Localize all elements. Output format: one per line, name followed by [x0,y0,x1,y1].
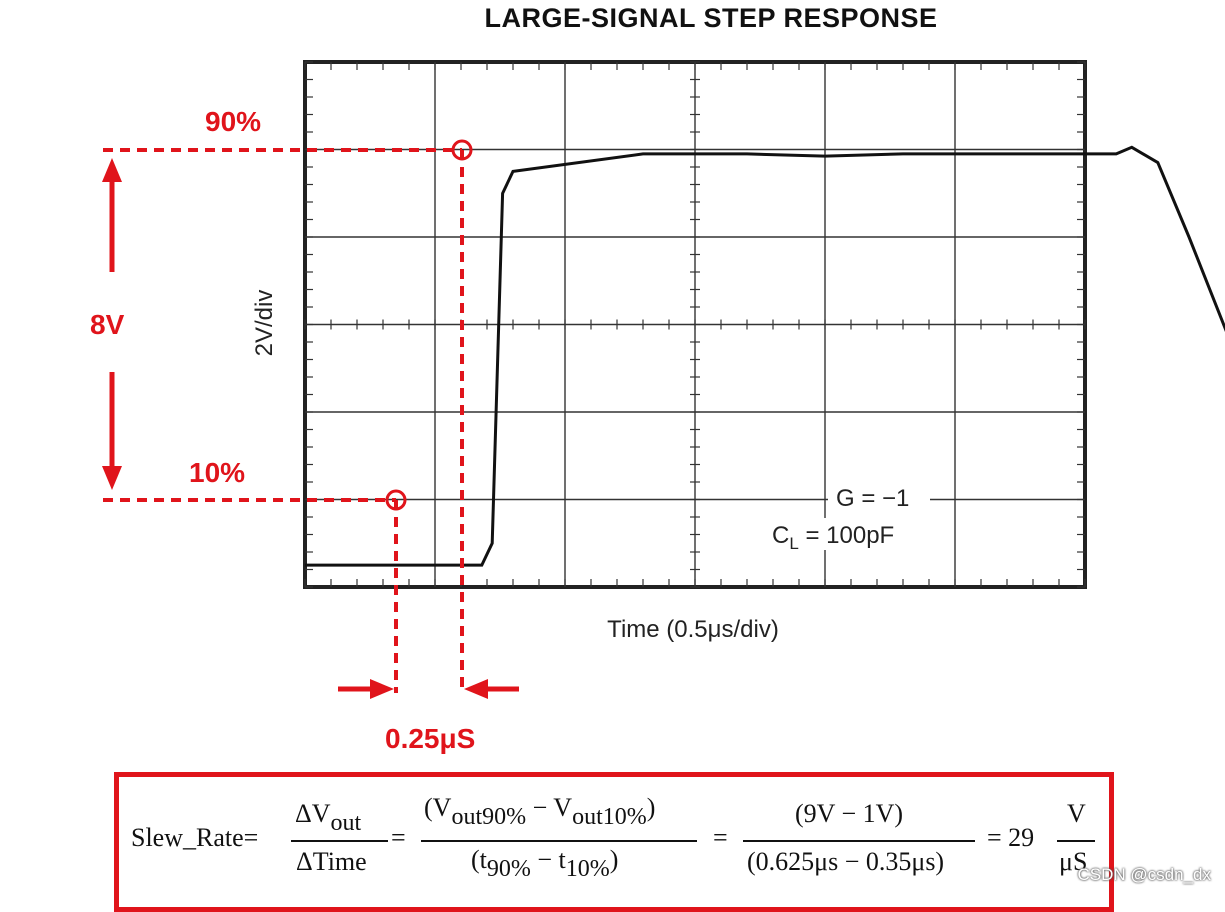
marker-10 [385,489,407,511]
x-axis-label: Time (0.5μs/div) [607,616,779,643]
signal-trace [305,145,1225,567]
load-note: CL = 100pF [772,522,894,553]
formula-num-2: (Vout90% − Vout10%) [424,793,656,830]
fraction-bar-2 [421,840,697,842]
formula-dt: ΔTime [296,847,367,876]
note-bg-2 [765,518,930,550]
equals-2: = [713,823,728,852]
formula-lhs: Slew_Rate= [131,823,259,852]
watermark: CSDN @csdn_dx [1077,865,1211,884]
arrow-head-up [102,158,122,182]
chart-title: LARGE-SIGNAL STEP RESPONSE [484,3,937,33]
formula-result: = 29 [987,823,1035,852]
unit-numerator: V [1067,799,1086,828]
fraction-bar-3 [743,840,975,842]
slew-rate-formula: Slew_Rate= ΔVout ΔTime = (Vout90% − Vout… [114,772,1114,912]
label-rise-time: 0.25μS [385,723,475,754]
unit-denominator: μS [1059,847,1088,876]
gain-note: G = −1 [836,485,909,512]
arrow-head-down [102,466,122,490]
formula-dv: ΔVout [295,799,362,836]
y-axis-label: 2V/div [251,290,278,357]
fraction-bar-4 [1057,840,1095,842]
label-90-percent: 90% [205,106,261,137]
fraction-bar-1 [291,840,388,842]
formula-den-2: (t90% − t10%) [471,845,619,882]
label-8v: 8V [90,309,125,340]
label-10-percent: 10% [189,457,245,488]
arrow-head-left [464,679,488,699]
equals-1: = [391,823,406,852]
formula-den-3: (0.625μs − 0.35μs) [747,847,945,876]
note-bg-1 [828,484,930,512]
measurement-overlay [102,139,519,699]
chart-canvas: LARGE-SIGNAL STEP RESPONSE 2V/div Time (… [90,3,1225,754]
arrow-head-right [370,679,394,699]
marker-90 [451,139,473,161]
formula-num-3: (9V − 1V) [795,799,904,828]
